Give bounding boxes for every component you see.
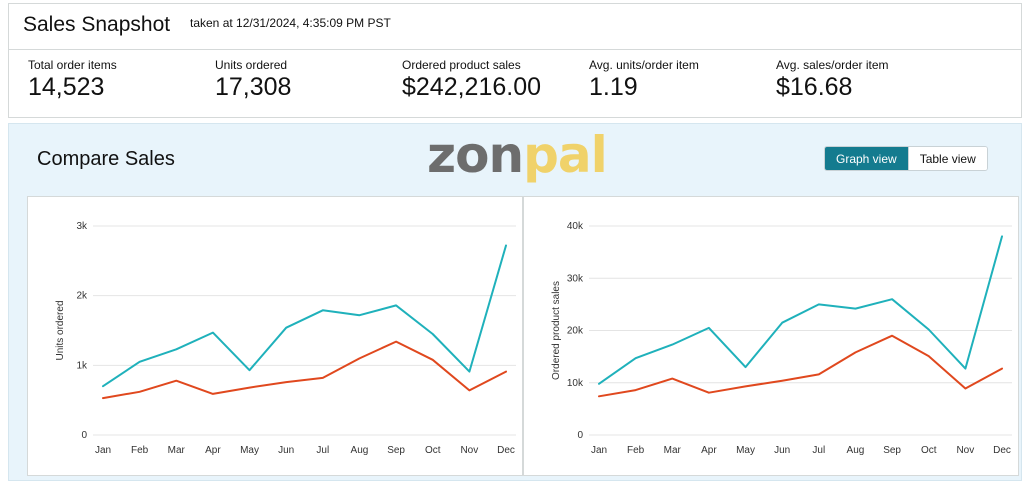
logo-part-pal: pal — [523, 126, 608, 184]
metrics-bar: Total order items 14,523 Units ordered 1… — [8, 50, 1022, 118]
series-line-2 — [102, 340, 507, 400]
x-tick-label: Jul — [316, 445, 329, 456]
compare-sales-panel: Compare Sales zonpal Graph view Table vi… — [8, 123, 1022, 481]
x-tick-label: Dec — [497, 445, 515, 456]
y-axis-label: Units ordered — [55, 300, 66, 360]
compare-sales-title: Compare Sales — [37, 148, 175, 170]
page-title: Sales Snapshot — [23, 13, 171, 36]
view-toggle: Graph view Table view — [824, 146, 988, 171]
x-tick-label: Aug — [351, 445, 369, 456]
x-tick-label: Jul — [812, 445, 825, 456]
logo-part-zon: zon — [427, 126, 524, 184]
x-tick-label: May — [736, 445, 755, 456]
x-tick-label: Aug — [847, 445, 865, 456]
y-axis-label: Ordered product sales — [551, 281, 562, 380]
table-view-button[interactable]: Table view — [907, 147, 987, 170]
x-tick-label: Oct — [425, 445, 441, 456]
x-tick-label: Sep — [387, 445, 405, 456]
metric-avg-units-per-order-item: Avg. units/order item 1.19 — [589, 58, 699, 102]
metric-label: Total order items — [28, 58, 117, 72]
units-ordered-chart-panel: 0 1k 2k 3k Jan Feb Mar Apr May Jun Jul Aug Sep Oct Nov… — [27, 196, 523, 476]
metric-units-ordered: Units ordered 17,308 — [215, 58, 291, 102]
x-tick-label: Apr — [205, 445, 221, 456]
y-tick-label: 0 — [81, 430, 87, 441]
x-tick-label: Feb — [131, 445, 149, 456]
metric-label: Avg. sales/order item — [776, 58, 889, 72]
metric-value: $16.68 — [776, 73, 853, 101]
metric-label: Units ordered — [215, 58, 288, 72]
ordered-product-sales-chart-panel: 0 10k 20k 30k 40k Jan Feb Mar Apr May Jun Jul Aug Sep… — [523, 196, 1019, 476]
metric-avg-sales-per-order-item: Avg. sales/order item $16.68 — [776, 58, 889, 102]
y-tick-label: 0 — [577, 430, 583, 441]
x-tick-label: Nov — [460, 445, 478, 456]
series-line-1 — [102, 244, 507, 388]
x-tick-label: Jun — [278, 445, 294, 456]
x-tick-label: Feb — [627, 445, 645, 456]
y-tick-label: 1k — [76, 360, 88, 371]
x-tick-label: Sep — [883, 445, 901, 456]
units-ordered-chart: 0 1k 2k 3k Jan Feb Mar Apr May Jun Jul Aug Sep Oct Nov… — [55, 221, 516, 456]
graph-view-button[interactable]: Graph view — [825, 147, 908, 170]
x-tick-label: Oct — [921, 445, 937, 456]
y-tick-label: 3k — [76, 221, 88, 232]
snapshot-timestamp: taken at 12/31/2024, 4:35:09 PM PST — [190, 16, 391, 30]
metric-label: Ordered product sales — [402, 58, 521, 72]
x-tick-label: Mar — [664, 445, 682, 456]
y-tick-label: 20k — [567, 326, 584, 337]
series-line-1 — [598, 235, 1003, 385]
y-tick-label: 10k — [567, 378, 584, 389]
metric-label: Avg. units/order item — [589, 58, 699, 72]
metric-value: 1.19 — [589, 73, 638, 101]
x-tick-label: Apr — [701, 445, 717, 456]
x-tick-label: Dec — [993, 445, 1011, 456]
metric-ordered-product-sales: Ordered product sales $242,216.00 — [402, 58, 541, 102]
metric-value: 14,523 — [28, 73, 105, 101]
x-tick-label: Jan — [95, 445, 111, 456]
x-tick-label: Mar — [168, 445, 186, 456]
x-tick-label: Jun — [774, 445, 790, 456]
x-tick-label: Nov — [956, 445, 974, 456]
metric-total-order-items: Total order items 14,523 — [28, 58, 117, 102]
y-tick-label: 30k — [567, 273, 584, 284]
ordered-product-sales-chart: 0 10k 20k 30k 40k Jan Feb Mar Apr May Jun Jul Aug Sep… — [551, 221, 1012, 456]
x-tick-label: May — [240, 445, 259, 456]
metric-value: $242,216.00 — [402, 73, 542, 101]
y-tick-label: 40k — [567, 221, 584, 232]
y-tick-label: 2k — [76, 291, 88, 302]
metric-value: 17,308 — [215, 73, 292, 101]
x-tick-label: Jan — [591, 445, 607, 456]
snapshot-header: Sales Snapshot taken at 12/31/2024, 4:35… — [8, 3, 1022, 50]
series-line-2 — [598, 334, 1003, 398]
zonpal-logo: zonpal — [427, 130, 608, 180]
